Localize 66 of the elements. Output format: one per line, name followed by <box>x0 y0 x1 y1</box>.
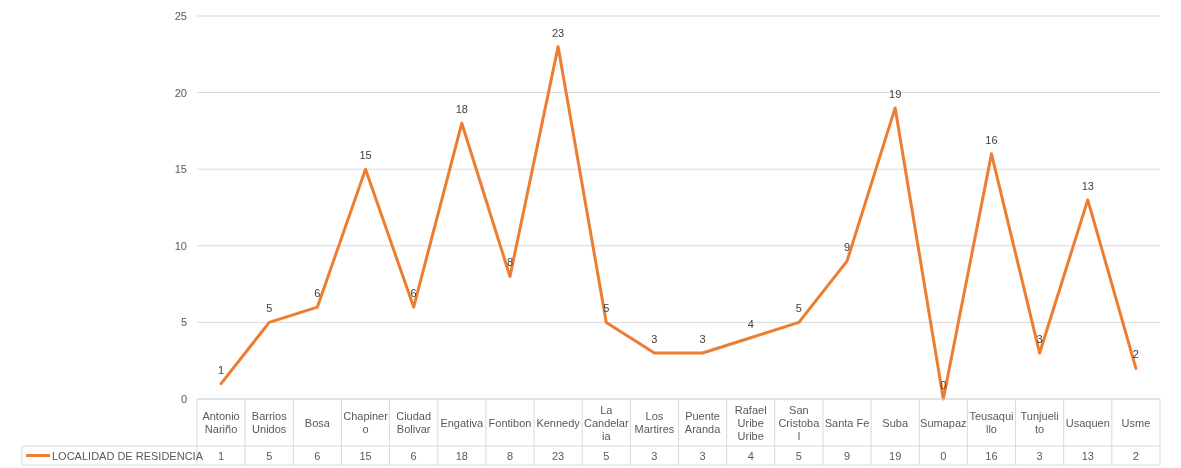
x-tick-label: Tunjuelito <box>1020 410 1059 435</box>
x-tick-label: Usme <box>1121 416 1151 429</box>
text: 3 <box>651 333 658 346</box>
x-tick-label: Sumapaz <box>920 416 967 429</box>
text: 6 <box>410 287 417 300</box>
x-tick-label: Ciudad Bolivar <box>396 410 432 435</box>
y-tick-label: 0 <box>180 393 187 405</box>
text: 6 <box>314 287 321 300</box>
x-tick-label: Teusaquillo <box>969 410 1014 435</box>
text: 5 <box>603 302 610 315</box>
data-label: 3 <box>1036 449 1043 462</box>
data-label: 6 <box>314 449 321 462</box>
text: 2 <box>1132 348 1139 361</box>
data-label: 15 <box>359 449 372 462</box>
data-label: 9 <box>843 449 851 462</box>
text: 3 <box>699 333 706 346</box>
y-tick-label: 5 <box>180 316 187 329</box>
data-label: 5 <box>266 449 273 462</box>
data-label: 18 <box>455 449 468 462</box>
text: 18 <box>455 103 468 116</box>
data-label: 5 <box>795 449 802 462</box>
x-tick-label: Fontibon <box>488 416 532 429</box>
y-tick-label: 20 <box>174 86 187 99</box>
text: 15 <box>359 149 372 162</box>
data-label: 23 <box>552 449 565 462</box>
x-tick-label: Santa Fe <box>824 416 870 429</box>
text: 13 <box>1081 179 1094 192</box>
text: 1 <box>218 363 225 376</box>
x-tick-label: Antonio Nariño <box>202 410 240 435</box>
data-label: 4 <box>747 449 754 462</box>
data-label: 16 <box>985 449 998 462</box>
data-label: 19 <box>889 449 902 462</box>
x-tick-label: Rafael Uribe Uribe <box>734 403 767 442</box>
line-series <box>219 45 1138 401</box>
text: 5 <box>266 302 273 315</box>
data-label: 13 <box>1081 449 1094 462</box>
text: 16 <box>985 133 998 146</box>
x-tick-label: Engativa <box>440 416 485 429</box>
legend-label: LOCALIDAD DE RESIDENCIA <box>52 449 204 462</box>
text: 9 <box>843 241 851 254</box>
x-tick-label: Suba <box>882 416 909 429</box>
data-label: 8 <box>506 449 514 462</box>
x-tick-label: Barrios Unidos <box>251 410 288 435</box>
data-label: 0 <box>940 449 947 462</box>
text: 5 <box>795 302 802 315</box>
x-tick-label: Los Martires <box>634 410 675 435</box>
data-label: 2 <box>1132 449 1139 462</box>
text: 19 <box>889 87 902 100</box>
x-tick-label: Chapinero <box>343 410 389 435</box>
x-tick-label: Usaquen <box>1065 416 1110 429</box>
x-tick-label: La Candelaria <box>583 403 629 442</box>
y-tick-label: 15 <box>174 163 187 176</box>
x-tick-label: Bosa <box>304 416 331 429</box>
y-tick-label: 25 <box>174 10 187 22</box>
data-label: 5 <box>603 449 610 462</box>
data-label: 6 <box>410 449 417 462</box>
text: 3 <box>1036 333 1043 346</box>
data-label: 3 <box>699 449 706 462</box>
x-tick-label: Kennedy <box>536 416 581 429</box>
x-tick-label: Puente Aranda <box>684 410 722 435</box>
data-label: 1 <box>218 449 225 462</box>
y-tick-label: 10 <box>174 239 187 252</box>
text: 4 <box>747 317 754 330</box>
text: 23 <box>552 26 565 39</box>
x-tick-label: San Cristobal <box>778 403 821 442</box>
data-label: 3 <box>651 449 658 462</box>
